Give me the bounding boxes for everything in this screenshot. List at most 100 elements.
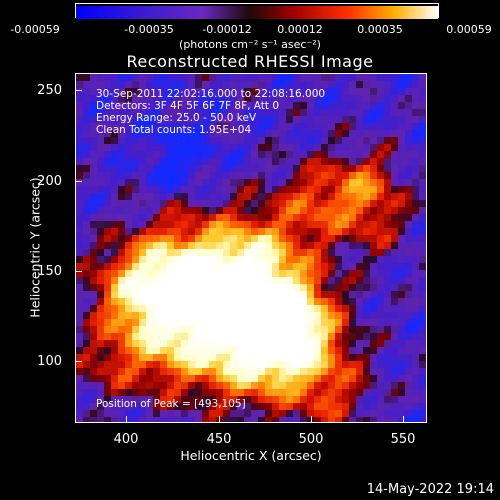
map-pixel <box>258 340 266 348</box>
map-pixel <box>307 186 315 194</box>
map-pixel <box>314 242 322 250</box>
map-pixel <box>279 326 287 334</box>
map-pixel <box>181 326 189 334</box>
map-pixel <box>279 361 287 369</box>
y-tick <box>75 271 82 272</box>
map-pixel <box>405 368 413 376</box>
map-pixel <box>419 284 426 292</box>
map-pixel <box>118 116 126 124</box>
map-pixel <box>363 277 371 285</box>
map-pixel <box>216 319 224 327</box>
map-pixel <box>174 305 182 313</box>
map-pixel <box>363 144 371 152</box>
colorbar-tick-label: 0.00012 <box>277 23 323 36</box>
map-pixel <box>265 207 273 215</box>
map-pixel <box>398 263 406 271</box>
map-pixel <box>216 375 224 383</box>
map-pixel <box>111 312 119 320</box>
map-pixel <box>405 277 413 285</box>
map-pixel <box>146 172 154 180</box>
map-pixel <box>153 242 161 250</box>
map-pixel <box>307 242 315 250</box>
map-pixel <box>244 172 252 180</box>
map-pixel <box>195 172 203 180</box>
map-pixel <box>286 137 294 145</box>
map-pixel <box>153 340 161 348</box>
map-pixel <box>356 396 364 404</box>
map-pixel <box>202 158 210 166</box>
map-pixel <box>258 298 266 306</box>
map-pixel <box>377 312 385 320</box>
map-pixel <box>132 249 140 257</box>
map-pixel <box>251 207 259 215</box>
map-pixel <box>300 214 308 222</box>
map-pixel <box>419 207 426 215</box>
x-axis-label: Heliocentric X (arcsec) <box>180 448 322 463</box>
map-pixel <box>132 109 140 117</box>
map-pixel <box>419 417 426 422</box>
map-pixel <box>370 291 378 299</box>
map-pixel <box>83 312 91 320</box>
map-pixel <box>356 123 364 131</box>
map-pixel <box>279 221 287 229</box>
map-pixel <box>223 130 231 138</box>
map-pixel <box>265 298 273 306</box>
map-pixel <box>104 368 112 376</box>
map-pixel <box>419 298 426 306</box>
map-pixel <box>398 172 406 180</box>
map-pixel <box>307 284 315 292</box>
map-pixel <box>167 326 175 334</box>
map-pixel <box>132 172 140 180</box>
detectors-text: Detectors: 3F 4F 5F 6F 7F 8F, Att 0 <box>96 100 280 112</box>
map-pixel <box>174 116 182 124</box>
map-pixel <box>202 249 210 257</box>
map-pixel <box>328 403 336 411</box>
map-pixel <box>223 109 231 117</box>
map-pixel <box>188 277 196 285</box>
map-pixel <box>244 221 252 229</box>
map-pixel <box>111 368 119 376</box>
map-pixel <box>265 312 273 320</box>
map-pixel <box>111 193 119 201</box>
map-pixel <box>363 361 371 369</box>
map-pixel <box>384 158 392 166</box>
map-pixel <box>391 256 399 264</box>
map-pixel <box>258 123 266 131</box>
map-pixel <box>209 207 217 215</box>
map-pixel <box>125 130 133 138</box>
map-pixel <box>167 228 175 236</box>
map-pixel <box>125 361 133 369</box>
x-tick <box>403 416 404 423</box>
map-pixel <box>230 95 238 103</box>
map-pixel <box>286 382 294 390</box>
map-pixel <box>265 277 273 285</box>
map-pixel <box>146 256 154 264</box>
map-pixel <box>265 165 273 173</box>
map-pixel <box>202 228 210 236</box>
map-pixel <box>321 193 329 201</box>
map-pixel <box>314 361 322 369</box>
map-pixel <box>363 109 371 117</box>
map-pixel <box>419 242 426 250</box>
map-pixel <box>244 417 252 422</box>
map-pixel <box>342 235 350 243</box>
map-pixel <box>391 81 399 89</box>
map-pixel <box>83 361 91 369</box>
map-pixel <box>272 333 280 341</box>
map-pixel <box>258 151 266 159</box>
map-pixel <box>349 417 357 422</box>
map-pixel <box>216 151 224 159</box>
map-pixel <box>153 88 161 96</box>
map-pixel <box>244 277 252 285</box>
map-pixel <box>251 186 259 194</box>
map-pixel <box>244 305 252 313</box>
map-pixel <box>244 207 252 215</box>
map-pixel <box>181 396 189 404</box>
map-pixel <box>377 319 385 327</box>
map-pixel <box>377 193 385 201</box>
map-pixel <box>111 235 119 243</box>
map-pixel <box>160 382 168 390</box>
map-pixel <box>83 172 91 180</box>
map-pixel <box>230 81 238 89</box>
map-pixel <box>146 333 154 341</box>
